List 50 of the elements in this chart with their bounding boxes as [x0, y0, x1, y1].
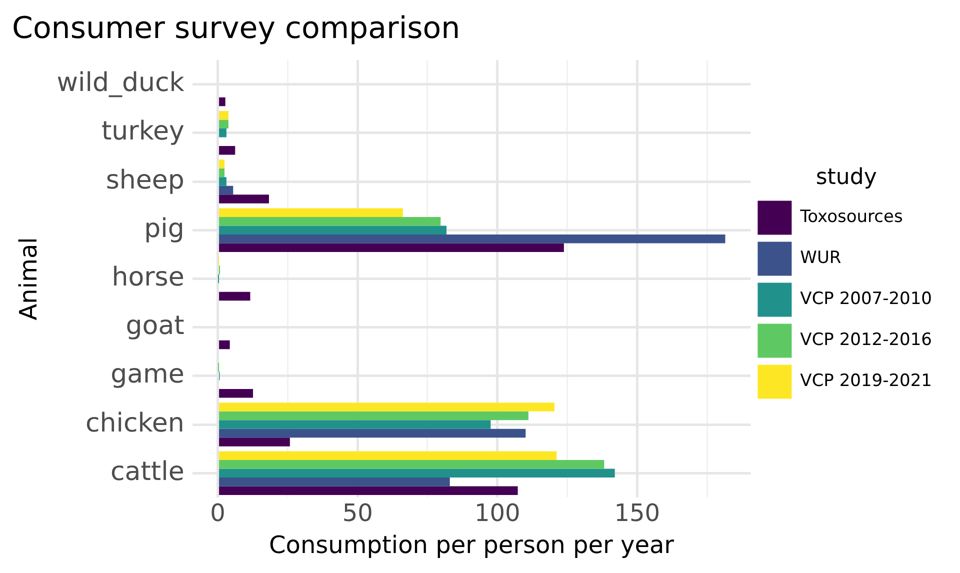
- bar: [219, 402, 554, 412]
- bar: [219, 243, 564, 252]
- bar: [219, 420, 491, 429]
- bar: [219, 160, 224, 168]
- legend-label: WUR: [800, 248, 842, 268]
- legend-title: study: [816, 165, 877, 190]
- y-tick-label: cattle: [110, 456, 184, 487]
- bar: [219, 438, 290, 446]
- bar: [219, 111, 228, 120]
- y-tick-label: horse: [112, 262, 184, 292]
- bar: [219, 97, 226, 106]
- legend-label: VCP 2012-2016: [800, 330, 932, 350]
- bar: [219, 468, 615, 478]
- bar: [219, 389, 254, 398]
- bar: [219, 460, 604, 469]
- bar: [219, 486, 518, 495]
- bar: [219, 194, 269, 204]
- bar: [219, 177, 226, 186]
- y-tick-label: goat: [126, 311, 184, 342]
- legend-label: VCP 2007-2010: [800, 289, 932, 310]
- x-axis-title: Consumption per person per year: [269, 530, 674, 559]
- bar: [219, 292, 250, 301]
- y-tick-label: turkey: [101, 116, 184, 147]
- bar: [219, 146, 236, 155]
- y-tick-label: pig: [144, 214, 184, 244]
- legend-label: Toxosources: [799, 207, 903, 228]
- bar: [219, 234, 726, 244]
- bar: [219, 186, 234, 195]
- bar: [219, 411, 528, 420]
- x-tick-label: 0: [210, 499, 226, 528]
- bar: [219, 128, 226, 138]
- chart-title: Consumer survey comparison: [12, 10, 460, 46]
- bar: [219, 340, 230, 350]
- bar: [219, 216, 441, 226]
- x-tick-label: 150: [614, 499, 660, 528]
- bar: [219, 451, 557, 460]
- y-tick-label: game: [110, 360, 184, 390]
- x-tick-label: 100: [474, 499, 520, 528]
- bar: [219, 477, 450, 486]
- bar: [219, 120, 228, 129]
- bar: [219, 428, 526, 438]
- y-tick-label: sheep: [106, 165, 184, 196]
- y-tick-label: wild_duck: [56, 68, 184, 98]
- x-tick-label: 50: [342, 499, 373, 528]
- bar: [219, 208, 403, 217]
- y-tick-label: chicken: [85, 408, 184, 438]
- bar: [219, 168, 224, 178]
- legend-label: VCP 2019-2021: [800, 371, 932, 392]
- bar: [219, 226, 446, 234]
- y-axis-title: Animal: [14, 237, 43, 320]
